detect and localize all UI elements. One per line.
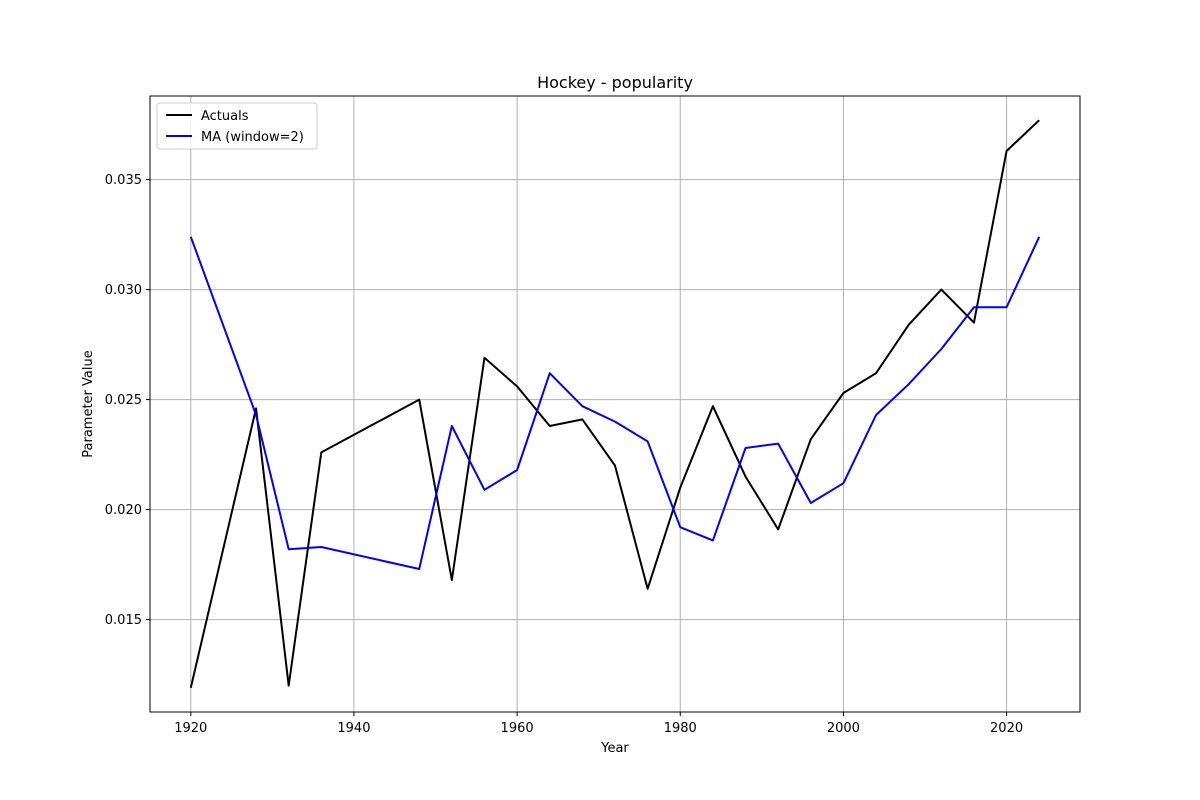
data-point-actuals bbox=[483, 357, 485, 359]
data-point-actuals bbox=[451, 579, 453, 581]
data-point-actuals bbox=[581, 418, 583, 420]
data-point-actuals bbox=[418, 399, 420, 401]
plot-area-frame bbox=[149, 95, 1081, 713]
data-point-ma-window-2 bbox=[614, 421, 616, 423]
series-layer bbox=[189, 119, 1041, 689]
data-point-actuals bbox=[647, 588, 649, 590]
data-point-actuals bbox=[973, 322, 975, 324]
data-point-ma-window-2 bbox=[1006, 306, 1008, 308]
data-point-ma-window-2 bbox=[908, 383, 910, 385]
data-point-ma-window-2 bbox=[581, 405, 583, 407]
data-point-ma-window-2 bbox=[973, 306, 975, 308]
y-tick-label: 0.035 bbox=[105, 173, 142, 188]
data-point-ma-window-2 bbox=[451, 425, 453, 427]
x-tick-label: 1920 bbox=[174, 721, 207, 736]
data-point-actuals bbox=[940, 289, 942, 291]
data-point-ma-window-2 bbox=[842, 482, 844, 484]
x-tick-label: 1940 bbox=[337, 721, 370, 736]
y-tick-label: 0.020 bbox=[105, 503, 142, 518]
data-point-actuals bbox=[1006, 150, 1008, 152]
data-point-ma-window-2 bbox=[647, 440, 649, 442]
data-point-actuals bbox=[549, 425, 551, 427]
data-point-ma-window-2 bbox=[483, 489, 485, 491]
data-point-ma-window-2 bbox=[190, 236, 192, 238]
data-point-ma-window-2 bbox=[777, 443, 779, 445]
series-actuals bbox=[189, 119, 1040, 689]
data-point-ma-window-2 bbox=[320, 546, 322, 548]
grid bbox=[150, 96, 1080, 712]
x-tick-label: 2020 bbox=[990, 721, 1023, 736]
data-point-ma-window-2 bbox=[940, 348, 942, 350]
y-axis-label: Parameter Value bbox=[81, 350, 96, 457]
data-point-ma-window-2 bbox=[810, 502, 812, 504]
data-point-ma-window-2 bbox=[875, 414, 877, 416]
x-axis-label: Year bbox=[600, 741, 629, 756]
data-point-ma-window-2 bbox=[1038, 236, 1040, 238]
data-point-ma-window-2 bbox=[712, 539, 714, 541]
y-tick-label: 0.025 bbox=[105, 393, 142, 408]
data-point-ma-window-2 bbox=[418, 568, 420, 570]
legend: Actuals MA (window=2) bbox=[156, 102, 318, 150]
data-point-actuals bbox=[320, 451, 322, 453]
series-line-ma-window-2 bbox=[189, 236, 1041, 570]
data-point-ma-window-2 bbox=[745, 447, 747, 449]
data-point-actuals bbox=[875, 372, 877, 374]
y-tick-label: 0.015 bbox=[105, 613, 142, 628]
legend-label-actuals: Actuals bbox=[201, 109, 249, 124]
data-point-ma-window-2 bbox=[549, 372, 551, 374]
data-point-actuals bbox=[516, 385, 518, 387]
data-point-actuals bbox=[255, 407, 257, 409]
axis-ticks: 1920 1940 1960 1980 2000 2020 0.015 0.020 0.025 0… bbox=[105, 173, 1023, 736]
data-point-ma-window-2 bbox=[516, 469, 518, 471]
series-line-actuals bbox=[189, 119, 1040, 689]
legend-label-ma: MA (window=2) bbox=[201, 130, 304, 145]
data-point-actuals bbox=[614, 465, 616, 467]
x-tick-label: 2000 bbox=[827, 721, 860, 736]
data-point-actuals bbox=[1038, 119, 1040, 121]
data-point-actuals bbox=[288, 685, 290, 687]
data-point-actuals bbox=[908, 324, 910, 326]
y-tick-label: 0.030 bbox=[105, 283, 142, 298]
legend-box bbox=[156, 102, 318, 150]
x-tick-label: 1960 bbox=[501, 721, 534, 736]
series-ma-window-2 bbox=[189, 236, 1041, 570]
data-point-actuals bbox=[745, 476, 747, 478]
data-point-actuals bbox=[810, 438, 812, 440]
chart-title: Hockey - popularity bbox=[537, 73, 693, 92]
data-point-actuals bbox=[679, 487, 681, 489]
data-point-actuals bbox=[777, 528, 779, 530]
data-point-actuals bbox=[712, 405, 714, 407]
x-tick-label: 1980 bbox=[664, 721, 697, 736]
data-point-ma-window-2 bbox=[679, 526, 681, 528]
data-point-actuals bbox=[842, 392, 844, 394]
data-point-actuals bbox=[190, 687, 192, 689]
data-point-ma-window-2 bbox=[288, 548, 290, 550]
data-point-ma-window-2 bbox=[255, 414, 257, 416]
